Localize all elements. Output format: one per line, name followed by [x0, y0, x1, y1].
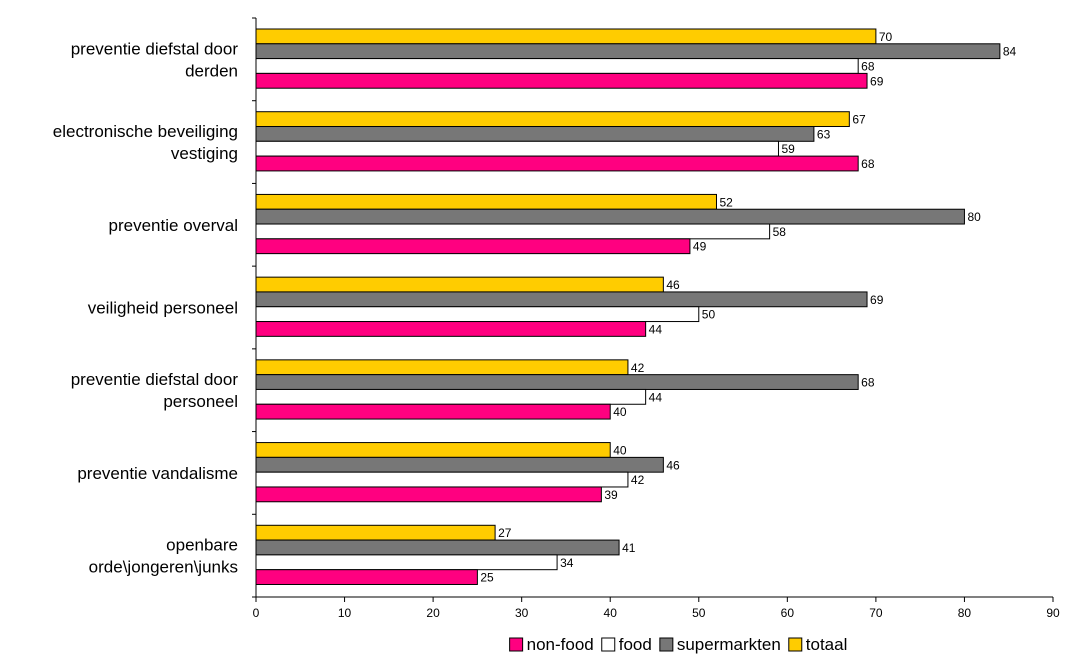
bar-food-1	[255, 140, 779, 157]
bar-totaal-4	[255, 359, 629, 376]
data-label-non-food-6: 25	[480, 571, 494, 585]
legend-swatch-non-food	[509, 637, 524, 652]
bar-supermarkten-3	[255, 291, 868, 308]
bar-food-6	[255, 554, 558, 571]
category-labels: preventie diefstal door derden electronisc…	[53, 39, 239, 576]
data-label-totaal-0: 70	[879, 30, 893, 44]
bar-supermarkten-6	[255, 539, 620, 556]
data-label-non-food-0: 69	[870, 74, 884, 88]
data-label-non-food-2: 49	[693, 240, 707, 254]
category-label-6: openbare orde\jongeren\junks	[89, 536, 238, 577]
bar-non-food-1	[255, 155, 859, 172]
legend-label-totaal: totaal	[806, 635, 848, 654]
data-label-non-food-4: 40	[613, 405, 627, 419]
bar-food-4	[255, 388, 647, 405]
legend-swatch-food	[601, 637, 616, 652]
x-tick-label-9: 90	[1046, 606, 1060, 620]
x-tick-label-1: 10	[338, 606, 352, 620]
x-tick-label-3: 30	[515, 606, 529, 620]
x-tick-labels: 0 10 20 30 40 50 60 70 80 90	[253, 606, 1060, 620]
data-label-non-food-5: 39	[604, 488, 618, 502]
data-label-supermarkten-4: 68	[861, 376, 875, 390]
bar-non-food-6	[255, 569, 478, 585]
data-label-non-food-1: 68	[861, 157, 875, 171]
data-label-supermarkten-6: 41	[622, 541, 636, 555]
legend-label-food: food	[619, 635, 652, 654]
x-tick-label-0: 0	[253, 606, 260, 620]
data-label-totaal-1: 67	[852, 113, 866, 127]
legend-item-supermarkten: supermarkten	[659, 635, 781, 654]
data-label-supermarkten-5: 46	[666, 458, 680, 472]
x-tick-label-8: 80	[958, 606, 972, 620]
axes	[252, 17, 1054, 602]
legend-label-non-food: non-food	[527, 635, 594, 654]
bar-non-food-0	[255, 72, 868, 89]
data-label-totaal-4: 42	[631, 361, 645, 375]
bars	[255, 28, 1001, 585]
legend: non-food food supermarkten totaal	[509, 635, 848, 654]
bar-non-food-4	[255, 403, 611, 420]
data-label-food-6: 34	[560, 556, 574, 570]
legend-swatch-supermarkten	[659, 637, 674, 652]
category-label-0: preventie diefstal door derden	[71, 39, 239, 80]
data-label-food-0: 68	[861, 60, 875, 74]
category-label-3: veiligheid personeel	[88, 299, 238, 318]
bar-totaal-3	[255, 276, 664, 293]
legend-item-totaal: totaal	[788, 635, 848, 654]
bar-food-5	[255, 471, 629, 488]
data-label-totaal-5: 40	[613, 443, 627, 457]
bar-supermarkten-2	[255, 208, 965, 225]
data-labels: 7084686967635968528058494669504442684440…	[480, 30, 1016, 585]
data-label-food-4: 44	[649, 390, 663, 404]
bar-supermarkten-5	[255, 456, 664, 473]
bar-supermarkten-4	[255, 374, 859, 390]
x-tick-label-4: 40	[604, 606, 618, 620]
legend-label-supermarkten: supermarkten	[677, 635, 781, 654]
data-label-totaal-6: 27	[498, 526, 512, 540]
category-label-5: preventie vandalisme	[77, 464, 238, 483]
data-label-totaal-3: 46	[666, 278, 680, 292]
bar-totaal-6	[255, 524, 496, 541]
data-label-food-2: 58	[773, 225, 787, 239]
category-label-1: electronische beveiliging vestiging	[53, 122, 238, 163]
data-label-supermarkten-1: 63	[817, 127, 831, 141]
bar-non-food-2	[255, 238, 691, 255]
x-tick-label-6: 60	[781, 606, 795, 620]
bar-totaal-0	[255, 28, 877, 45]
legend-item-food: food	[601, 635, 652, 654]
bar-food-2	[255, 223, 771, 240]
data-label-food-5: 42	[631, 473, 645, 487]
bar-supermarkten-1	[255, 126, 815, 142]
category-label-4: preventie diefstal door personeel	[71, 370, 239, 411]
bar-totaal-2	[255, 193, 717, 210]
data-label-food-3: 50	[702, 308, 716, 322]
data-label-non-food-3: 44	[649, 322, 663, 336]
data-label-supermarkten-0: 84	[1003, 45, 1017, 59]
data-label-supermarkten-3: 69	[870, 293, 884, 307]
bar-totaal-5	[255, 442, 611, 458]
bar-food-3	[255, 306, 700, 323]
x-tick-label-5: 50	[692, 606, 706, 620]
legend-swatch-totaal	[788, 637, 803, 652]
x-tick-label-7: 70	[869, 606, 883, 620]
category-label-2: preventie overval	[109, 216, 238, 235]
bar-supermarkten-0	[255, 43, 1001, 60]
legend-item-non-food: non-food	[509, 635, 594, 654]
bar-food-0	[255, 58, 859, 74]
bar-non-food-3	[255, 321, 647, 337]
bar-non-food-5	[255, 486, 602, 503]
data-label-supermarkten-2: 80	[967, 210, 981, 224]
bar-totaal-1	[255, 111, 850, 128]
data-label-food-1: 59	[781, 142, 795, 156]
data-label-totaal-2: 52	[719, 195, 733, 209]
x-tick-label-2: 20	[426, 606, 440, 620]
